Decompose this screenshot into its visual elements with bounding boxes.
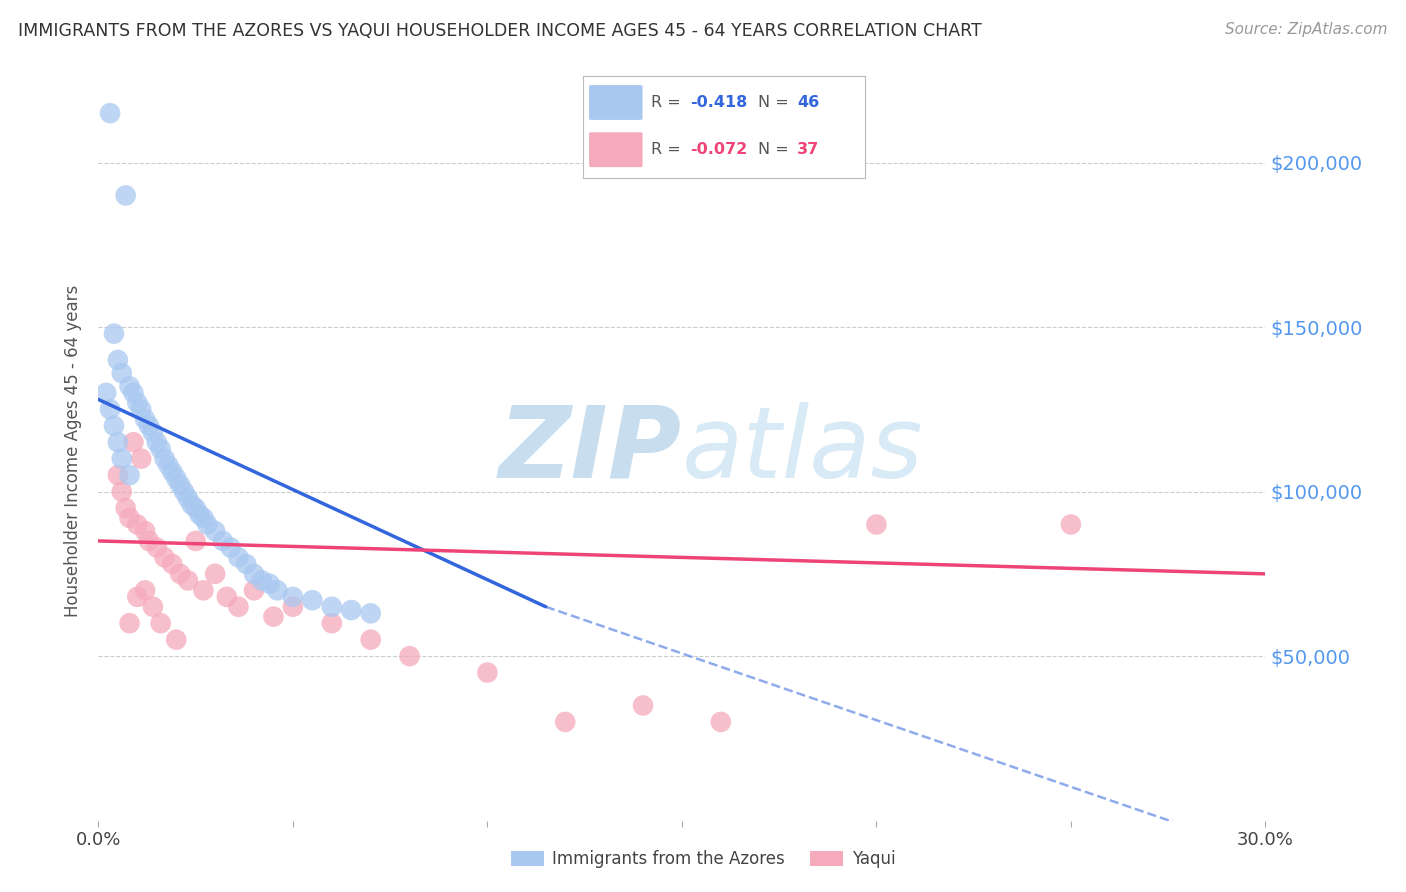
Point bbox=[177, 491, 200, 505]
Point bbox=[111, 451, 134, 466]
Point bbox=[118, 379, 141, 393]
Text: 37: 37 bbox=[797, 142, 820, 157]
Text: -0.072: -0.072 bbox=[690, 142, 748, 157]
Point bbox=[146, 541, 169, 555]
Text: ZIP: ZIP bbox=[499, 402, 682, 499]
Point bbox=[262, 609, 284, 624]
Point bbox=[122, 385, 145, 400]
Point bbox=[138, 418, 160, 433]
Point bbox=[103, 418, 125, 433]
Point bbox=[134, 524, 156, 538]
Point bbox=[177, 574, 200, 588]
Point bbox=[301, 593, 323, 607]
Point bbox=[129, 402, 152, 417]
Point bbox=[98, 402, 121, 417]
Point bbox=[477, 665, 499, 680]
Point bbox=[107, 468, 129, 483]
Point bbox=[235, 557, 257, 571]
Point bbox=[228, 599, 250, 614]
Point bbox=[266, 583, 288, 598]
Point bbox=[360, 632, 382, 647]
Point bbox=[1060, 517, 1083, 532]
Point bbox=[162, 465, 184, 479]
Point bbox=[157, 458, 180, 473]
Point bbox=[195, 517, 218, 532]
Point bbox=[153, 451, 176, 466]
Point bbox=[118, 616, 141, 631]
Text: N =: N = bbox=[758, 95, 794, 110]
Point bbox=[398, 649, 420, 664]
Text: N =: N = bbox=[758, 142, 794, 157]
Point bbox=[142, 425, 165, 440]
Point bbox=[162, 557, 184, 571]
Point bbox=[107, 435, 129, 450]
Text: 46: 46 bbox=[797, 95, 820, 110]
Point bbox=[340, 603, 363, 617]
Point bbox=[169, 566, 191, 581]
FancyBboxPatch shape bbox=[589, 132, 643, 167]
Point bbox=[134, 583, 156, 598]
Point bbox=[127, 590, 149, 604]
Point bbox=[865, 517, 887, 532]
Y-axis label: Householder Income Ages 45 - 64 years: Householder Income Ages 45 - 64 years bbox=[65, 285, 83, 616]
Point bbox=[149, 442, 172, 456]
Point bbox=[111, 366, 134, 380]
Point bbox=[219, 541, 242, 555]
Point bbox=[118, 511, 141, 525]
Point bbox=[360, 607, 382, 621]
Text: -0.418: -0.418 bbox=[690, 95, 748, 110]
Point bbox=[114, 501, 136, 516]
Point bbox=[118, 468, 141, 483]
Text: R =: R = bbox=[651, 142, 686, 157]
Point bbox=[228, 550, 250, 565]
Text: Source: ZipAtlas.com: Source: ZipAtlas.com bbox=[1225, 22, 1388, 37]
Point bbox=[215, 590, 238, 604]
Point bbox=[193, 511, 215, 525]
Point bbox=[165, 471, 187, 485]
Point bbox=[114, 188, 136, 202]
Point bbox=[134, 412, 156, 426]
Point bbox=[204, 566, 226, 581]
Text: atlas: atlas bbox=[682, 402, 924, 499]
Point bbox=[103, 326, 125, 341]
Point bbox=[111, 484, 134, 499]
Point bbox=[281, 590, 304, 604]
FancyBboxPatch shape bbox=[589, 85, 643, 120]
Point bbox=[169, 478, 191, 492]
Point bbox=[98, 106, 121, 120]
Point bbox=[631, 698, 654, 713]
Point bbox=[96, 385, 118, 400]
Point bbox=[142, 599, 165, 614]
Point bbox=[710, 714, 733, 729]
Text: IMMIGRANTS FROM THE AZORES VS YAQUI HOUSEHOLDER INCOME AGES 45 - 64 YEARS CORREL: IMMIGRANTS FROM THE AZORES VS YAQUI HOUS… bbox=[18, 22, 981, 40]
Legend: Immigrants from the Azores, Yaqui: Immigrants from the Azores, Yaqui bbox=[503, 844, 903, 875]
Point bbox=[321, 616, 343, 631]
Point bbox=[173, 484, 195, 499]
Point bbox=[281, 599, 304, 614]
Point bbox=[259, 576, 281, 591]
Text: R =: R = bbox=[651, 95, 686, 110]
Point bbox=[193, 583, 215, 598]
Point bbox=[122, 435, 145, 450]
Point bbox=[165, 632, 187, 647]
Point bbox=[243, 583, 266, 598]
Point bbox=[127, 396, 149, 410]
Point bbox=[184, 533, 207, 548]
Point bbox=[212, 533, 235, 548]
Point bbox=[149, 616, 172, 631]
Point bbox=[146, 435, 169, 450]
Point bbox=[554, 714, 576, 729]
Point bbox=[107, 353, 129, 368]
Point bbox=[127, 517, 149, 532]
Point bbox=[243, 566, 266, 581]
Point bbox=[188, 508, 211, 522]
Point bbox=[129, 451, 152, 466]
Point bbox=[180, 498, 202, 512]
Point bbox=[184, 501, 207, 516]
Point bbox=[321, 599, 343, 614]
Point bbox=[204, 524, 226, 538]
Point bbox=[153, 550, 176, 565]
Point bbox=[250, 574, 273, 588]
Point bbox=[138, 533, 160, 548]
